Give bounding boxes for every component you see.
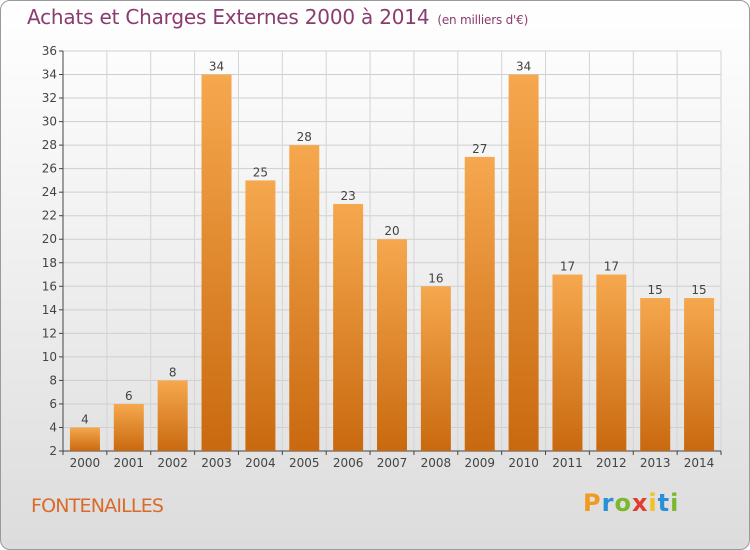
y-tick-label: 26 bbox=[42, 162, 57, 176]
y-tick-label: 2 bbox=[49, 444, 57, 458]
y-tick-label: 18 bbox=[42, 256, 57, 270]
y-tick-label: 16 bbox=[42, 279, 57, 293]
y-tick-label: 12 bbox=[42, 326, 57, 340]
bar-2002 bbox=[157, 380, 188, 451]
y-tick-label: 30 bbox=[42, 115, 57, 129]
bar-value-label: 4 bbox=[81, 412, 89, 426]
bar-2003 bbox=[201, 74, 232, 451]
logo-letter: t bbox=[657, 489, 671, 517]
y-tick-label: 34 bbox=[42, 68, 57, 82]
bar-2009 bbox=[464, 156, 495, 451]
x-tick-label: 2011 bbox=[552, 456, 583, 470]
y-tick-label: 24 bbox=[42, 185, 57, 199]
logo-letter: o bbox=[614, 489, 632, 517]
bar-value-label: 34 bbox=[516, 60, 531, 74]
bars bbox=[69, 74, 715, 452]
bar-value-label: 15 bbox=[691, 283, 706, 297]
y-tick-label: 10 bbox=[42, 350, 57, 364]
bar-value-label: 27 bbox=[472, 142, 487, 156]
bar-value-label: 6 bbox=[125, 389, 133, 403]
x-tick-label: 2010 bbox=[508, 456, 539, 470]
chart-title-line: Achats et Charges Externes 2000 à 2014 (e… bbox=[27, 5, 528, 29]
bar-value-label: 17 bbox=[604, 260, 619, 274]
x-tick-label: 2013 bbox=[640, 456, 671, 470]
bar-2006 bbox=[333, 203, 364, 451]
x-tick-label: 2009 bbox=[464, 456, 495, 470]
y-tick-label: 32 bbox=[42, 91, 57, 105]
bar-value-label: 34 bbox=[209, 60, 224, 74]
bar-value-label: 15 bbox=[648, 283, 663, 297]
logo-letter: P bbox=[583, 489, 602, 517]
y-tick-label: 28 bbox=[42, 138, 57, 152]
y-tick-label: 20 bbox=[42, 232, 57, 246]
bar-2011 bbox=[552, 274, 583, 451]
bar-value-label: 28 bbox=[297, 130, 312, 144]
bar-value-label: 25 bbox=[253, 165, 268, 179]
bar-2000 bbox=[69, 427, 100, 451]
bar-value-label: 16 bbox=[428, 271, 443, 285]
y-tick-label: 14 bbox=[42, 303, 57, 317]
bar-value-label: 17 bbox=[560, 260, 575, 274]
bar-2010 bbox=[508, 74, 539, 451]
bar-2004 bbox=[245, 180, 276, 452]
logo-letter: i bbox=[648, 489, 658, 517]
x-tick-label: 2012 bbox=[596, 456, 627, 470]
x-tick-label: 2008 bbox=[421, 456, 452, 470]
bar-2001 bbox=[113, 403, 144, 451]
x-tick-label: 2004 bbox=[245, 456, 276, 470]
bar-value-label: 20 bbox=[384, 224, 399, 238]
x-tick-label: 2003 bbox=[201, 456, 232, 470]
y-tick-label: 8 bbox=[49, 373, 57, 387]
x-tick-label: 2000 bbox=[70, 456, 101, 470]
bar-2014 bbox=[684, 298, 715, 451]
x-tick-label: 2014 bbox=[684, 456, 715, 470]
y-tick-label: 22 bbox=[42, 209, 57, 223]
x-tick-label: 2002 bbox=[157, 456, 188, 470]
x-tick-label: 2006 bbox=[333, 456, 364, 470]
logo-letter: i bbox=[670, 489, 680, 517]
proxiti-logo: Proxiti bbox=[583, 489, 679, 517]
bar-2012 bbox=[596, 274, 627, 451]
y-tick-label: 4 bbox=[49, 420, 57, 434]
logo-letter: x bbox=[631, 489, 649, 517]
bar-2013 bbox=[640, 298, 671, 451]
chart-subtitle: (en milliers d'€) bbox=[437, 13, 529, 27]
y-tick-label: 6 bbox=[49, 397, 57, 411]
commune-name: FONTENAILLES bbox=[31, 495, 164, 517]
logo-letter: r bbox=[601, 489, 615, 517]
bar-2005 bbox=[289, 145, 320, 451]
bar-2007 bbox=[377, 239, 407, 451]
x-tick-label: 2001 bbox=[114, 456, 145, 470]
labels: 2468101214161820222426283032343642000620… bbox=[42, 44, 715, 470]
x-tick-label: 2007 bbox=[377, 456, 408, 470]
bar-2008 bbox=[420, 286, 451, 451]
y-tick-label: 36 bbox=[42, 44, 57, 58]
x-tick-label: 2005 bbox=[289, 456, 320, 470]
chart-title: Achats et Charges Externes 2000 à 2014 bbox=[27, 5, 430, 29]
bar-value-label: 8 bbox=[169, 365, 177, 379]
bar-value-label: 23 bbox=[340, 189, 355, 203]
